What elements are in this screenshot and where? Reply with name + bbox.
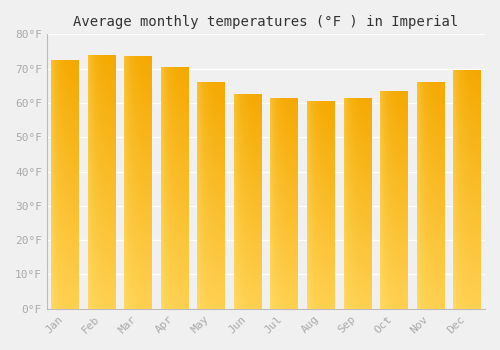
- Title: Average monthly temperatures (°F ) in Imperial: Average monthly temperatures (°F ) in Im…: [74, 15, 458, 29]
